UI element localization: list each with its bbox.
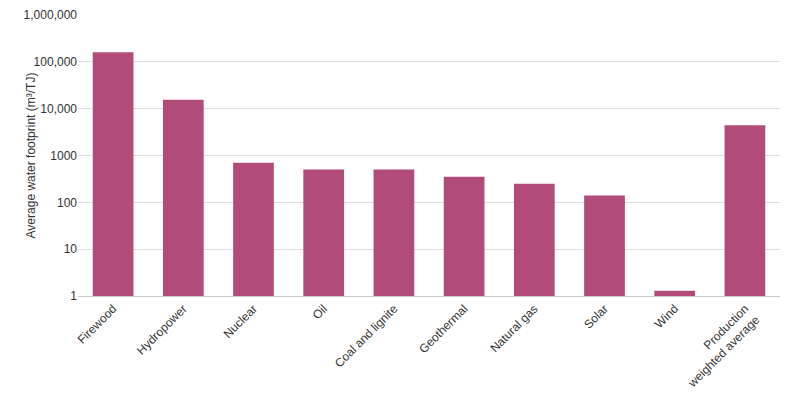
svg-text:Firewood: Firewood: [75, 302, 120, 347]
svg-text:1,000,000: 1,000,000: [24, 8, 78, 22]
svg-text:Wind: Wind: [652, 302, 681, 331]
svg-text:100,000: 100,000: [34, 55, 78, 69]
svg-text:Average water footprint (m³/TJ: Average water footprint (m³/TJ): [24, 73, 38, 239]
svg-text:Coal and lignite: Coal and lignite: [332, 302, 401, 371]
svg-text:1: 1: [70, 289, 77, 303]
svg-text:1000: 1000: [50, 149, 77, 163]
svg-text:Nuclear: Nuclear: [221, 302, 260, 341]
svg-text:10: 10: [64, 242, 78, 256]
svg-text:Hydropower: Hydropower: [134, 302, 190, 358]
svg-text:Natural gas: Natural gas: [487, 302, 540, 355]
svg-text:Geothermal: Geothermal: [416, 302, 470, 356]
svg-text:10,000: 10,000: [40, 102, 77, 116]
svg-text:Solar: Solar: [581, 302, 611, 332]
svg-text:Oil: Oil: [310, 302, 330, 322]
svg-text:100: 100: [57, 196, 77, 210]
svg-text:Productionweighted average: Productionweighted average: [674, 302, 763, 391]
